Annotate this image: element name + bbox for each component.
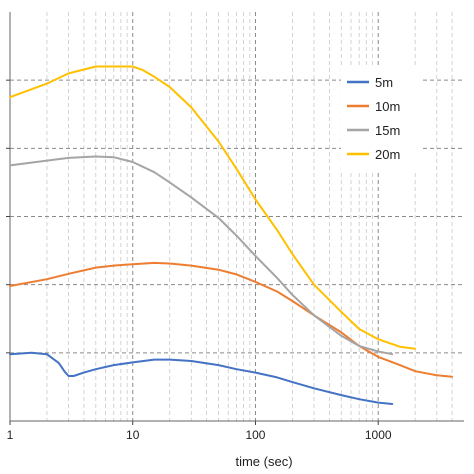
series-line-15m bbox=[9, 155, 394, 356]
series-lines bbox=[9, 65, 454, 405]
y-axis-ticks bbox=[6, 79, 10, 354]
legend-label-15m: 15m bbox=[375, 123, 400, 138]
x-tick-label: 1000 bbox=[365, 428, 392, 442]
legend-label-5m: 5m bbox=[375, 75, 393, 90]
x-tick-label: 100 bbox=[245, 428, 265, 442]
series-line-20m bbox=[9, 65, 417, 350]
series-line-10m bbox=[9, 261, 454, 378]
legend-label-20m: 20m bbox=[375, 147, 400, 162]
legend: 5m 10m 15m 20m bbox=[341, 68, 421, 170]
x-axis-ticks: 1 10 100 1000 bbox=[7, 421, 392, 442]
x-tick-label: 10 bbox=[126, 428, 140, 442]
series-line-5m bbox=[9, 351, 394, 405]
x-tick-label: 1 bbox=[7, 428, 14, 442]
x-axis-title: time (sec) bbox=[235, 454, 292, 469]
legend-label-10m: 10m bbox=[375, 99, 400, 114]
